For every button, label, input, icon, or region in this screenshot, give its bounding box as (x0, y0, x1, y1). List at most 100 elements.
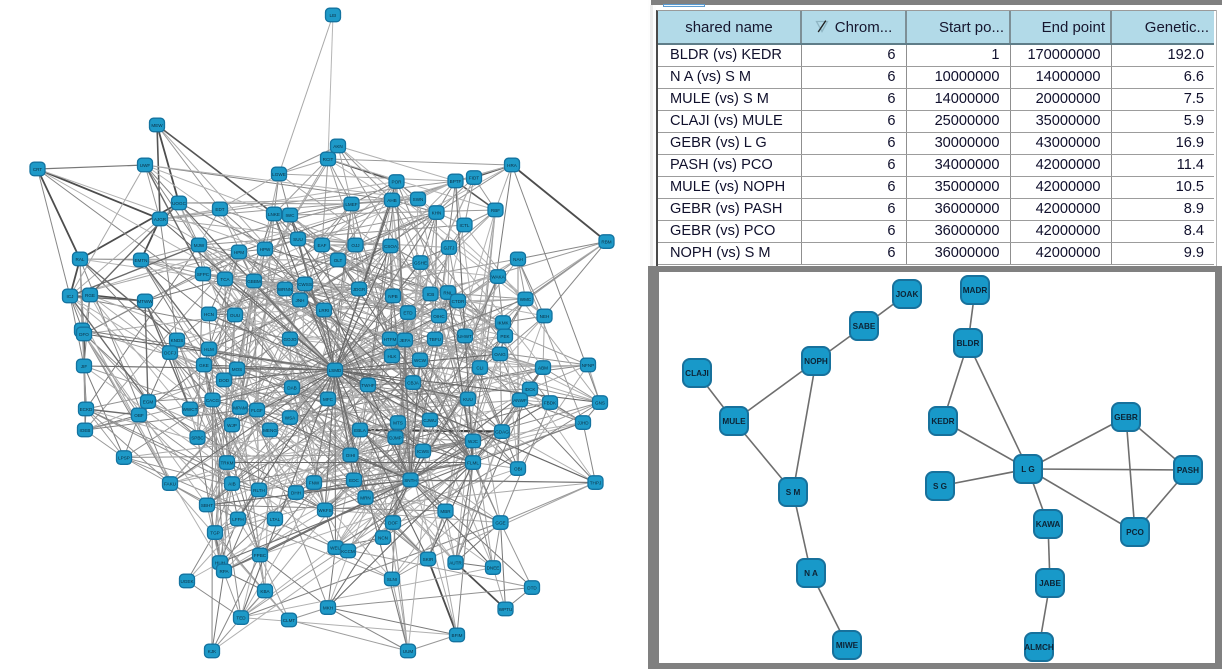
svg-text:WKFS: WKFS (318, 508, 331, 513)
svg-text:UWF: UWF (140, 163, 151, 168)
svg-text:WJC: WJC (468, 439, 479, 444)
svg-text:TED: TED (236, 615, 246, 620)
svg-text:GEBR: GEBR (1114, 413, 1138, 422)
svg-text:SLNI: SLNI (387, 577, 397, 582)
svg-text:GDAG: GDAG (495, 429, 509, 434)
svg-text:MADR: MADR (963, 286, 988, 295)
svg-text:LMEF: LMEF (345, 202, 357, 207)
svg-text:CACG: CACG (206, 398, 220, 403)
svg-text:THPJ: THPJ (590, 480, 601, 485)
svg-text:OIHI: OIHI (346, 453, 355, 458)
svg-text:WEU: WEU (330, 545, 341, 550)
svg-text:AHB: AHB (387, 198, 396, 203)
svg-text:RLTH: RLTH (253, 488, 265, 493)
svg-text:MBR: MBR (440, 509, 451, 514)
svg-text:WPTU: WPTU (499, 607, 513, 612)
svg-text:WCW: WCW (414, 358, 427, 363)
svg-text:RGE: RGE (85, 293, 95, 298)
svg-text:ALMCH: ALMCH (1024, 643, 1054, 652)
svg-text:WSA: WSA (285, 415, 296, 420)
svg-text:BLDR: BLDR (957, 339, 980, 348)
svg-text:TGP: TGP (210, 530, 219, 535)
svg-text:DOF: DOF (388, 520, 398, 525)
svg-text:POR: POR (392, 179, 403, 184)
svg-text:ANWF: ANWF (513, 398, 527, 403)
svg-text:CLMT: CLMT (283, 618, 296, 623)
svg-text:ETD: ETD (403, 310, 413, 315)
svg-text:GKE: GKE (199, 363, 209, 368)
svg-text:AIB: AIB (228, 481, 235, 486)
svg-text:UUM: UUM (403, 649, 414, 654)
svg-text:DOD: DOD (219, 378, 230, 383)
svg-text:RAL: RAL (76, 257, 85, 262)
svg-text:AJGR: AJGR (154, 217, 167, 222)
svg-text:KUU: KUU (463, 397, 473, 402)
svg-text:ICTL: ICTL (460, 223, 470, 228)
svg-text:FIDT: FIDT (469, 175, 479, 180)
svg-text:IKMK: IKMK (497, 320, 509, 325)
svg-text:PEK: PEK (500, 334, 510, 339)
svg-text:HTFM: HTFM (384, 337, 397, 342)
svg-text:EBLA: EBLA (354, 428, 367, 433)
svg-text:EDT: EDT (215, 207, 224, 212)
svg-text:IOEB: IOEB (80, 428, 91, 433)
svg-text:LTAL: LTAL (270, 517, 281, 522)
svg-text:JNH: JNH (296, 298, 305, 303)
svg-text:WWCT: WWCT (183, 407, 198, 412)
svg-text:MFC: MFC (323, 397, 334, 402)
svg-text:BFIM: BFIM (452, 633, 463, 638)
svg-text:DTD: DTD (527, 585, 537, 590)
svg-text:IDCK: IDCK (525, 387, 537, 392)
svg-text:HPM: HPM (234, 250, 244, 255)
svg-text:DHH: DHH (291, 490, 301, 495)
svg-text:NFNP: NFNP (582, 363, 595, 368)
svg-text:HRA: HRA (507, 163, 518, 168)
svg-text:KAWA: KAWA (1036, 520, 1061, 529)
svg-text:HLK: HLK (388, 354, 398, 359)
svg-text:LFFH: LFFH (232, 517, 243, 522)
svg-text:WMC: WMC (520, 297, 532, 302)
svg-text:OLT: OLT (334, 258, 343, 263)
svg-text:SFPC: SFPC (197, 272, 210, 277)
svg-text:JEFA: JEFA (400, 338, 412, 343)
svg-text:CJWU: CJWU (423, 418, 436, 423)
svg-text:TBFU: TBFU (429, 337, 441, 342)
svg-text:HCN: HCN (204, 312, 214, 317)
svg-text:AUTR: AUTR (449, 560, 462, 565)
svg-text:NCN: NCN (378, 535, 388, 540)
svg-text:SABE: SABE (853, 322, 876, 331)
svg-text:OBI: OBI (514, 466, 522, 471)
svg-text:OJJ: OJJ (351, 243, 359, 248)
svg-text:GOJO: GOJO (283, 337, 296, 342)
svg-text:LGWE: LGWE (272, 172, 286, 177)
svg-text:MTWW: MTWW (137, 299, 153, 304)
svg-text:CSOA: CSOA (384, 244, 398, 249)
svg-text:DFO: DFO (79, 332, 89, 337)
svg-text:HLM: HLM (204, 347, 214, 352)
svg-text:SNTH: SNTH (404, 478, 417, 483)
svg-text:ICJ: ICJ (67, 294, 74, 299)
svg-text:WRNN: WRNN (278, 287, 292, 292)
svg-text:S M: S M (786, 488, 801, 497)
svg-text:OIHC: OIHC (433, 314, 445, 319)
svg-text:BPTF: BPTF (450, 179, 462, 184)
svg-text:MJW: MJW (194, 243, 205, 248)
svg-text:SKIR: SKIR (423, 557, 434, 562)
svg-text:HUH: HUH (215, 560, 225, 565)
svg-text:KJK: KJK (208, 649, 217, 654)
svg-text:FAKU: FAKU (164, 481, 176, 486)
svg-text:UGEK: UGEK (180, 579, 194, 584)
svg-text:CWSS: CWSS (298, 282, 312, 287)
svg-text:JDGR: JDGR (353, 287, 366, 292)
svg-text:L G: L G (1021, 465, 1035, 474)
svg-text:JJHD: JJHD (577, 420, 589, 425)
svg-text:LNKE: LNKE (268, 212, 280, 217)
svg-text:MRN: MRN (360, 495, 370, 500)
svg-text:WAKA: WAKA (491, 274, 505, 279)
svg-text:LPSP: LPSP (118, 455, 130, 460)
svg-text:DCFJ: DCFJ (164, 350, 176, 355)
svg-text:OBF: OBF (134, 413, 144, 418)
svg-text:ICB: ICB (427, 292, 435, 297)
svg-text:NAH: NAH (513, 257, 523, 262)
svg-text:MTS: MTS (393, 420, 403, 425)
